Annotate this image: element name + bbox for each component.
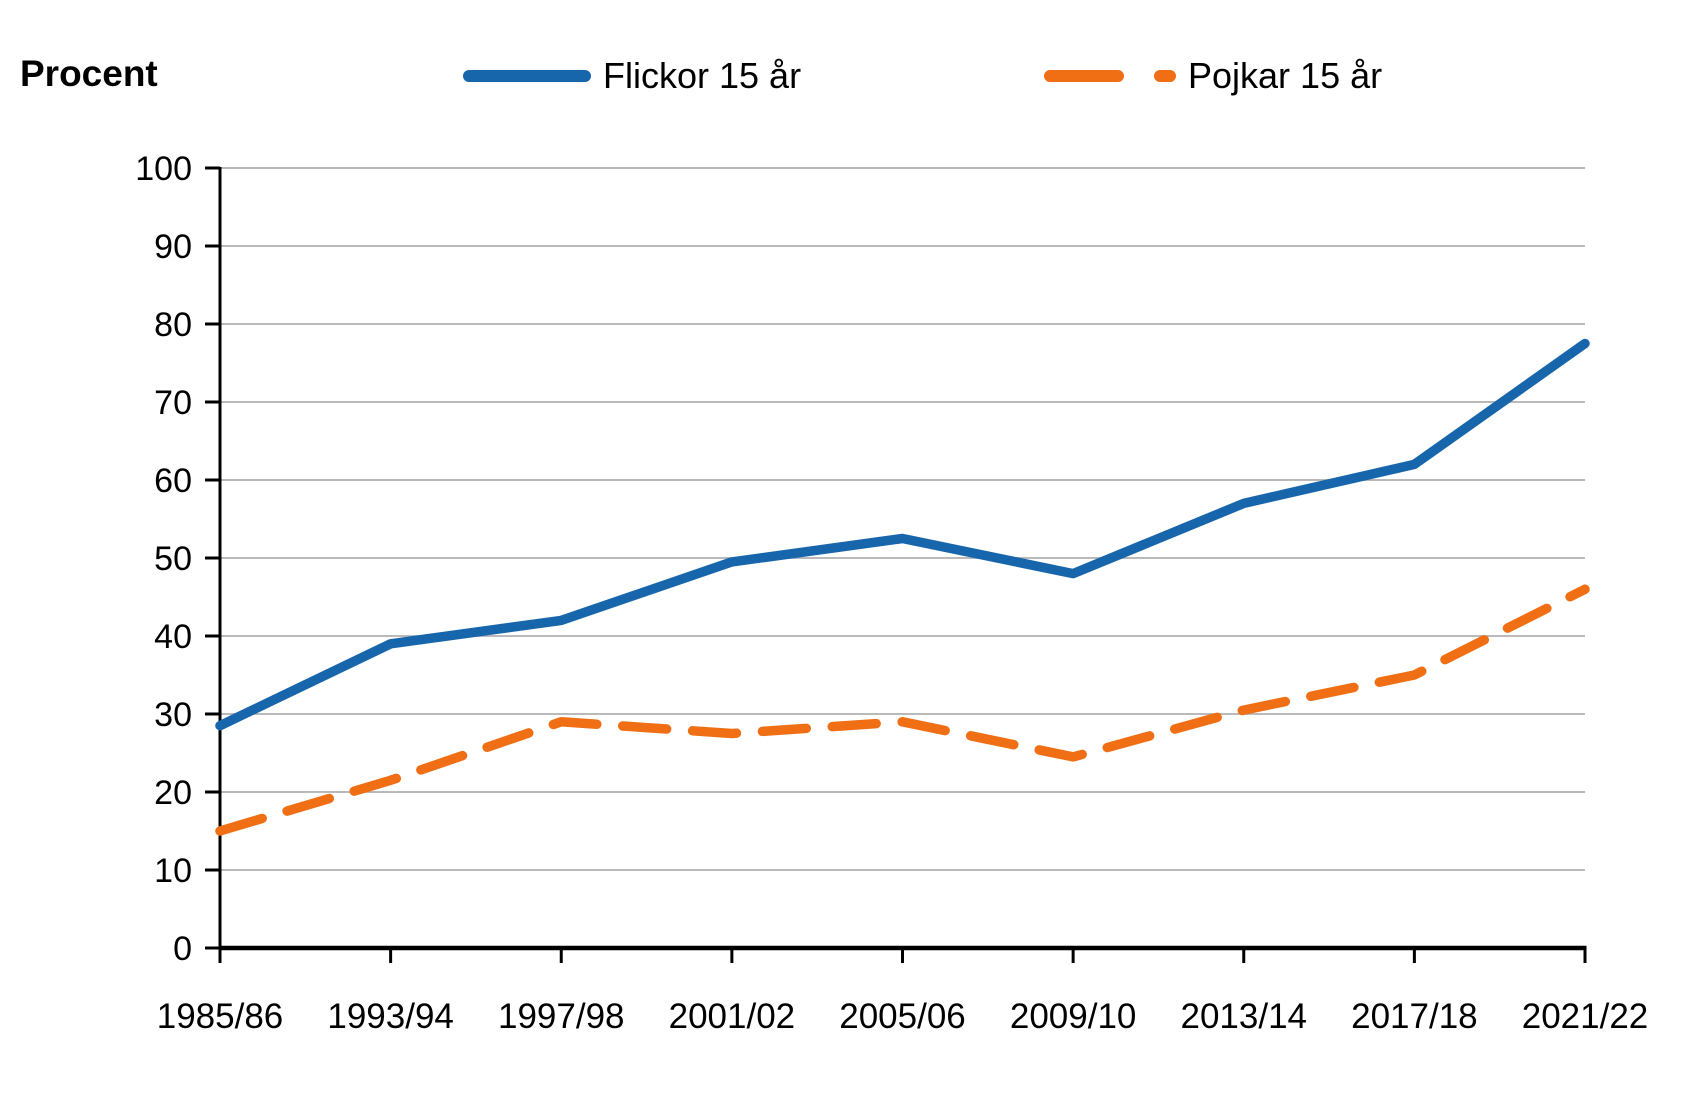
- y-axis-tick-label: 10: [154, 852, 192, 890]
- y-axis-tick-label: 0: [173, 930, 192, 968]
- legend-label-flickor: Flickor 15 år: [603, 55, 802, 96]
- y-axis-tick-label: 60: [154, 462, 192, 500]
- y-axis-tick-label: 100: [135, 150, 192, 188]
- x-axis-tick-label: 2021/22: [1522, 997, 1649, 1036]
- y-axis-unit-label: Procent: [20, 53, 158, 94]
- y-axis-tick-label: 20: [154, 774, 192, 812]
- series-line-flickor-15-r: [215, 338, 1590, 731]
- legend-item-pojkar: Pojkar 15 år: [1043, 55, 1382, 97]
- x-axis-tick-label: 2013/14: [1180, 997, 1307, 1036]
- y-axis-tick-label: 40: [154, 618, 192, 656]
- legend-label-pojkar: Pojkar 15 år: [1188, 55, 1383, 96]
- x-axis-tick-label: 2009/10: [1010, 997, 1137, 1036]
- legend-item-flickor: Flickor 15 år: [462, 55, 801, 97]
- y-axis-tick-label: 30: [154, 696, 192, 734]
- y-axis-tick-label: 90: [154, 228, 192, 266]
- y-axis-tick-label: 80: [154, 306, 192, 344]
- x-axis-tick-label: 2005/06: [839, 997, 966, 1036]
- x-axis-tick-label: 1985/86: [157, 997, 284, 1036]
- x-axis-tick-label: 1997/98: [498, 997, 625, 1036]
- x-axis-tick-label: 2001/02: [669, 997, 796, 1036]
- legend-line-solid-icon: [463, 70, 591, 82]
- x-axis-tick-label: 1993/94: [327, 997, 454, 1036]
- legend-line-dashed-icon: [1044, 70, 1176, 82]
- series-line-pojkar-15-r: [215, 584, 1590, 836]
- y-axis-tick-label: 50: [154, 540, 192, 578]
- y-axis-tick-label: 70: [154, 384, 192, 422]
- x-axis-tick-label: 2017/18: [1351, 997, 1478, 1036]
